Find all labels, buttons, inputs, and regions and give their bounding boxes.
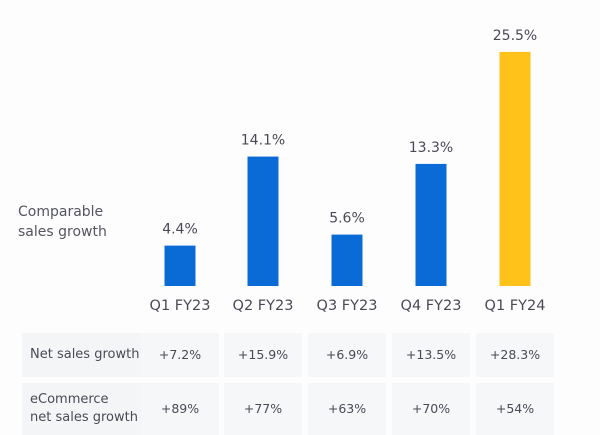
table-cell: +89% bbox=[141, 383, 219, 435]
data-label: 25.5% bbox=[493, 28, 537, 44]
table-cell: +15.9% bbox=[224, 333, 302, 377]
y-axis-label-line-1: Comparable bbox=[18, 204, 104, 220]
row-header-line: net sales growth bbox=[30, 410, 138, 425]
table-cell: +54% bbox=[476, 383, 554, 435]
table-row: Net sales growth +7.2% +15.9% +6.9% +13.5% +2… bbox=[22, 333, 570, 377]
table-cell: +6.9% bbox=[308, 333, 386, 377]
data-label: 14.1% bbox=[241, 133, 285, 149]
x-tick-label: Q4 FY23 bbox=[401, 298, 462, 314]
bar-q2-fy23 bbox=[247, 156, 279, 286]
x-tick-label: Q1 FY24 bbox=[485, 298, 546, 314]
x-tick-label: Q1 FY23 bbox=[150, 298, 211, 314]
table-cell: +63% bbox=[308, 383, 386, 435]
x-tick-label: Q3 FY23 bbox=[317, 298, 378, 314]
data-label: 5.6% bbox=[329, 211, 365, 227]
table-cell: +28.3% bbox=[476, 333, 554, 377]
data-label: 13.3% bbox=[409, 140, 453, 156]
y-axis-label: Comparable sales growth bbox=[18, 202, 107, 242]
row-header-line: Net sales growth bbox=[30, 347, 140, 362]
row-header: Net sales growth bbox=[22, 333, 152, 377]
x-tick-label: Q2 FY23 bbox=[233, 298, 294, 314]
table-cell: +7.2% bbox=[141, 333, 219, 377]
bar-q1-fy23 bbox=[164, 245, 196, 286]
table-cell: +77% bbox=[224, 383, 302, 435]
data-label: 4.4% bbox=[162, 222, 198, 238]
y-axis-label-line-2: sales growth bbox=[18, 224, 107, 240]
table-row: eCommerce net sales growth +89% +77% +63% +70… bbox=[22, 383, 570, 435]
comparable-sales-bar-chart: 4.4% Q1 FY23 14.1% Q2 FY23 5.6% Q3 FY23 13.3% Q… bbox=[150, 28, 546, 314]
table-cell: +70% bbox=[392, 383, 470, 435]
row-header-line: eCommerce bbox=[30, 392, 109, 407]
bar-q1-fy24 bbox=[499, 51, 531, 286]
bar-q4-fy23 bbox=[415, 163, 447, 286]
bar-q3-fy23 bbox=[331, 234, 363, 286]
row-header: eCommerce net sales growth bbox=[22, 383, 152, 435]
table-cell: +13.5% bbox=[392, 333, 470, 377]
